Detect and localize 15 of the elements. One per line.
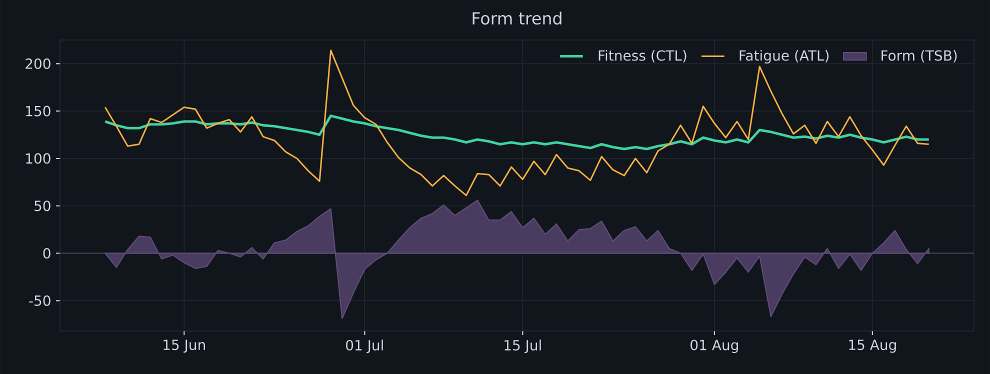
y-tick-label: 100 (26, 153, 50, 164)
y-tick-label: 0 (43, 248, 50, 259)
legend-label: Fitness (CTL) (598, 50, 686, 62)
x-tick-label: 15 Jun (164, 340, 205, 353)
y-tick-label: -50 (29, 295, 50, 306)
x-tick-label: 01 Aug (690, 340, 738, 353)
chart-title: Form trend (472, 12, 562, 25)
x-tick-label: 15 Jul (504, 340, 541, 354)
y-tick-label: 150 (26, 106, 50, 116)
x-tick-label: 15 Aug (849, 340, 896, 353)
legend-label: Fatigue (ATL) (740, 50, 829, 64)
legend-label: Form (TSB) (882, 50, 957, 62)
y-tick-label: 200 (26, 58, 50, 69)
x-tick-label: 01 Jul (346, 340, 383, 354)
y-tick-label: 50 (34, 200, 50, 212)
